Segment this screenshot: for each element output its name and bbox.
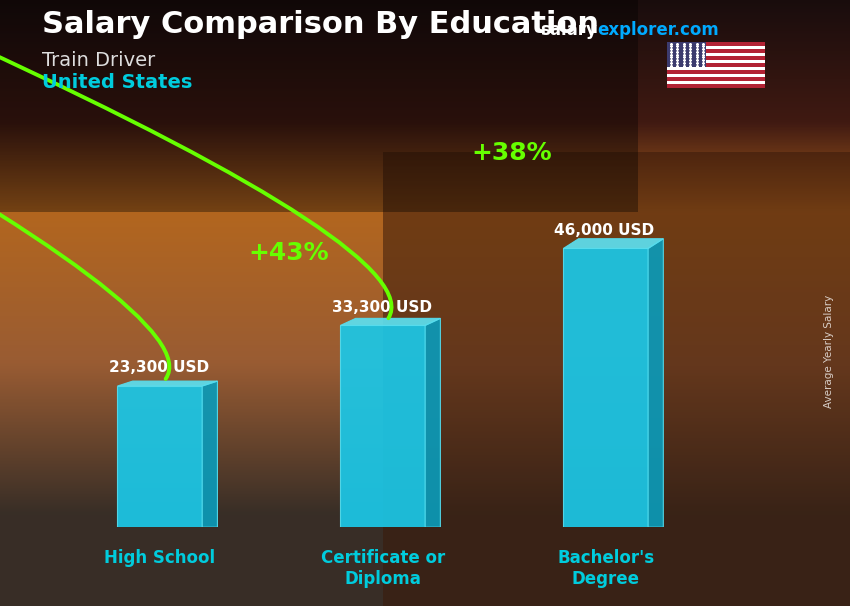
- Polygon shape: [564, 248, 648, 527]
- Bar: [667, 78, 765, 81]
- Polygon shape: [340, 318, 440, 325]
- Text: 33,300 USD: 33,300 USD: [332, 299, 432, 315]
- Text: 23,300 USD: 23,300 USD: [109, 360, 208, 375]
- Text: Train Driver: Train Driver: [42, 51, 156, 70]
- Bar: [667, 81, 765, 84]
- Bar: [667, 53, 765, 56]
- Text: United States: United States: [42, 73, 193, 92]
- Bar: [667, 60, 765, 64]
- Bar: [667, 84, 765, 88]
- Text: salary: salary: [540, 21, 597, 39]
- Bar: [667, 70, 765, 74]
- Bar: [667, 64, 765, 67]
- Bar: [382, 152, 850, 606]
- Bar: [667, 67, 765, 70]
- Polygon shape: [340, 325, 425, 527]
- Polygon shape: [202, 381, 218, 527]
- Text: Average Yearly Salary: Average Yearly Salary: [824, 295, 834, 408]
- Bar: [667, 42, 706, 67]
- Bar: [0, 0, 638, 212]
- Polygon shape: [117, 386, 202, 527]
- Bar: [667, 74, 765, 78]
- Text: +38%: +38%: [472, 141, 552, 165]
- Text: Salary Comparison By Education: Salary Comparison By Education: [42, 10, 599, 39]
- Text: explorer.com: explorer.com: [598, 21, 719, 39]
- Polygon shape: [117, 381, 218, 386]
- Bar: [667, 46, 765, 50]
- Polygon shape: [564, 239, 663, 248]
- Polygon shape: [648, 239, 663, 527]
- Bar: [667, 50, 765, 53]
- Bar: [667, 42, 765, 46]
- Text: 46,000 USD: 46,000 USD: [554, 222, 654, 238]
- Bar: [667, 56, 765, 60]
- Polygon shape: [425, 318, 440, 527]
- Text: +43%: +43%: [249, 241, 330, 265]
